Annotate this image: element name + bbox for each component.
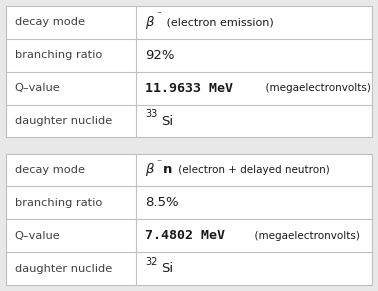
Text: 7.4802 MeV: 7.4802 MeV bbox=[145, 229, 225, 242]
Text: daughter nuclide: daughter nuclide bbox=[15, 116, 112, 126]
Text: n: n bbox=[163, 164, 172, 176]
Bar bbox=[6, 6, 372, 137]
Text: branching ratio: branching ratio bbox=[15, 198, 102, 208]
Text: branching ratio: branching ratio bbox=[15, 50, 102, 60]
Text: daughter nuclide: daughter nuclide bbox=[15, 264, 112, 274]
Text: Q–value: Q–value bbox=[15, 83, 60, 93]
Text: 32: 32 bbox=[145, 257, 157, 267]
Text: 92%: 92% bbox=[145, 49, 175, 62]
Text: ⁻: ⁻ bbox=[156, 11, 161, 21]
Text: 33: 33 bbox=[145, 109, 157, 119]
Bar bbox=[6, 6, 372, 137]
Text: 8.5%: 8.5% bbox=[145, 196, 179, 210]
Text: 11.9633 MeV: 11.9633 MeV bbox=[145, 81, 233, 95]
Text: Si: Si bbox=[161, 115, 173, 127]
Bar bbox=[6, 153, 372, 285]
Text: Si: Si bbox=[161, 262, 173, 275]
Text: β: β bbox=[145, 164, 153, 176]
Text: β: β bbox=[145, 16, 153, 29]
Text: (electron + delayed neutron): (electron + delayed neutron) bbox=[175, 165, 330, 175]
Bar bbox=[6, 153, 372, 285]
Text: (megaelectronvolts): (megaelectronvolts) bbox=[259, 83, 370, 93]
Text: decay mode: decay mode bbox=[15, 17, 85, 27]
Text: (electron emission): (electron emission) bbox=[163, 17, 273, 27]
Text: Q–value: Q–value bbox=[15, 231, 60, 241]
Text: (megaelectronvolts): (megaelectronvolts) bbox=[248, 231, 360, 241]
Text: decay mode: decay mode bbox=[15, 165, 85, 175]
Text: ⁻: ⁻ bbox=[156, 158, 161, 168]
